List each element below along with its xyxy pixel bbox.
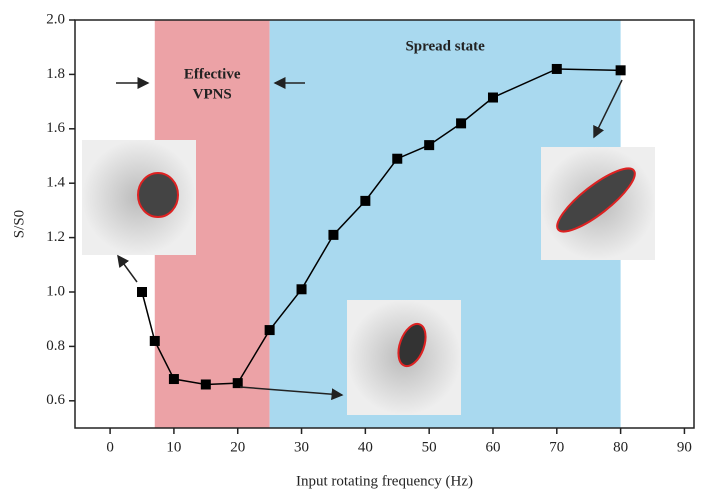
inset-images (82, 77, 655, 415)
data-point (296, 284, 307, 295)
x-tick-label: 10 (166, 439, 181, 455)
data-point (264, 325, 275, 336)
x-axis-label: Input rotating frequency (Hz) (296, 473, 473, 489)
data-point (487, 92, 498, 103)
y-tick-label: 1.0 (46, 283, 65, 299)
x-tick-label: 40 (358, 439, 373, 455)
x-tick-label: 50 (422, 439, 437, 455)
region-label: Spread state (405, 38, 485, 54)
data-point (200, 379, 211, 390)
x-tick-label: 90 (677, 439, 692, 455)
arrow (239, 386, 344, 401)
x-tick-label: 70 (549, 439, 564, 455)
y-tick-label: 1.2 (46, 229, 65, 245)
plot-frame (74, 19, 695, 429)
y-tick-label: 1.6 (46, 120, 65, 136)
region-label: VPNS (193, 86, 232, 102)
x-tick-label: 0 (106, 439, 114, 455)
x-tick-label: 60 (485, 439, 500, 455)
y-tick-label: 0.6 (46, 392, 65, 408)
data-point (615, 65, 626, 76)
data-point (456, 118, 467, 129)
y-tick-label: 0.8 (46, 338, 65, 354)
data-point (232, 378, 243, 389)
data-point (137, 287, 148, 297)
data-point (551, 63, 562, 74)
x-tick-label: 20 (230, 439, 245, 455)
arrow (117, 254, 138, 283)
data-point (360, 195, 371, 206)
region-label: Effective (184, 66, 241, 82)
x-tick-label: 30 (294, 439, 309, 455)
data-point (149, 335, 160, 346)
data-point (328, 229, 339, 240)
x-tick-label: 80 (613, 439, 628, 455)
arrow (593, 79, 623, 139)
data-point (168, 374, 179, 385)
inset-blob (397, 322, 427, 368)
data-point (424, 140, 435, 151)
y-axis-label: S/S0 (11, 210, 27, 238)
data-point (392, 153, 403, 164)
inset-blob (556, 167, 636, 233)
y-tick-label: 1.4 (46, 175, 65, 191)
y-tick-label: 2.0 (46, 11, 65, 27)
inset-blob (137, 172, 179, 218)
y-tick-label: 1.8 (46, 66, 65, 82)
